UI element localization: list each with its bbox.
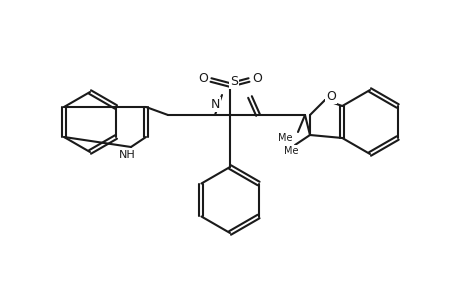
- Text: Me: Me: [283, 146, 297, 156]
- Text: NH: NH: [118, 150, 135, 160]
- Text: S: S: [230, 74, 237, 88]
- Text: O: O: [252, 71, 261, 85]
- Text: N: N: [210, 98, 219, 111]
- Text: O: O: [198, 71, 207, 85]
- Text: O: O: [325, 89, 335, 103]
- Text: Me: Me: [278, 133, 292, 143]
